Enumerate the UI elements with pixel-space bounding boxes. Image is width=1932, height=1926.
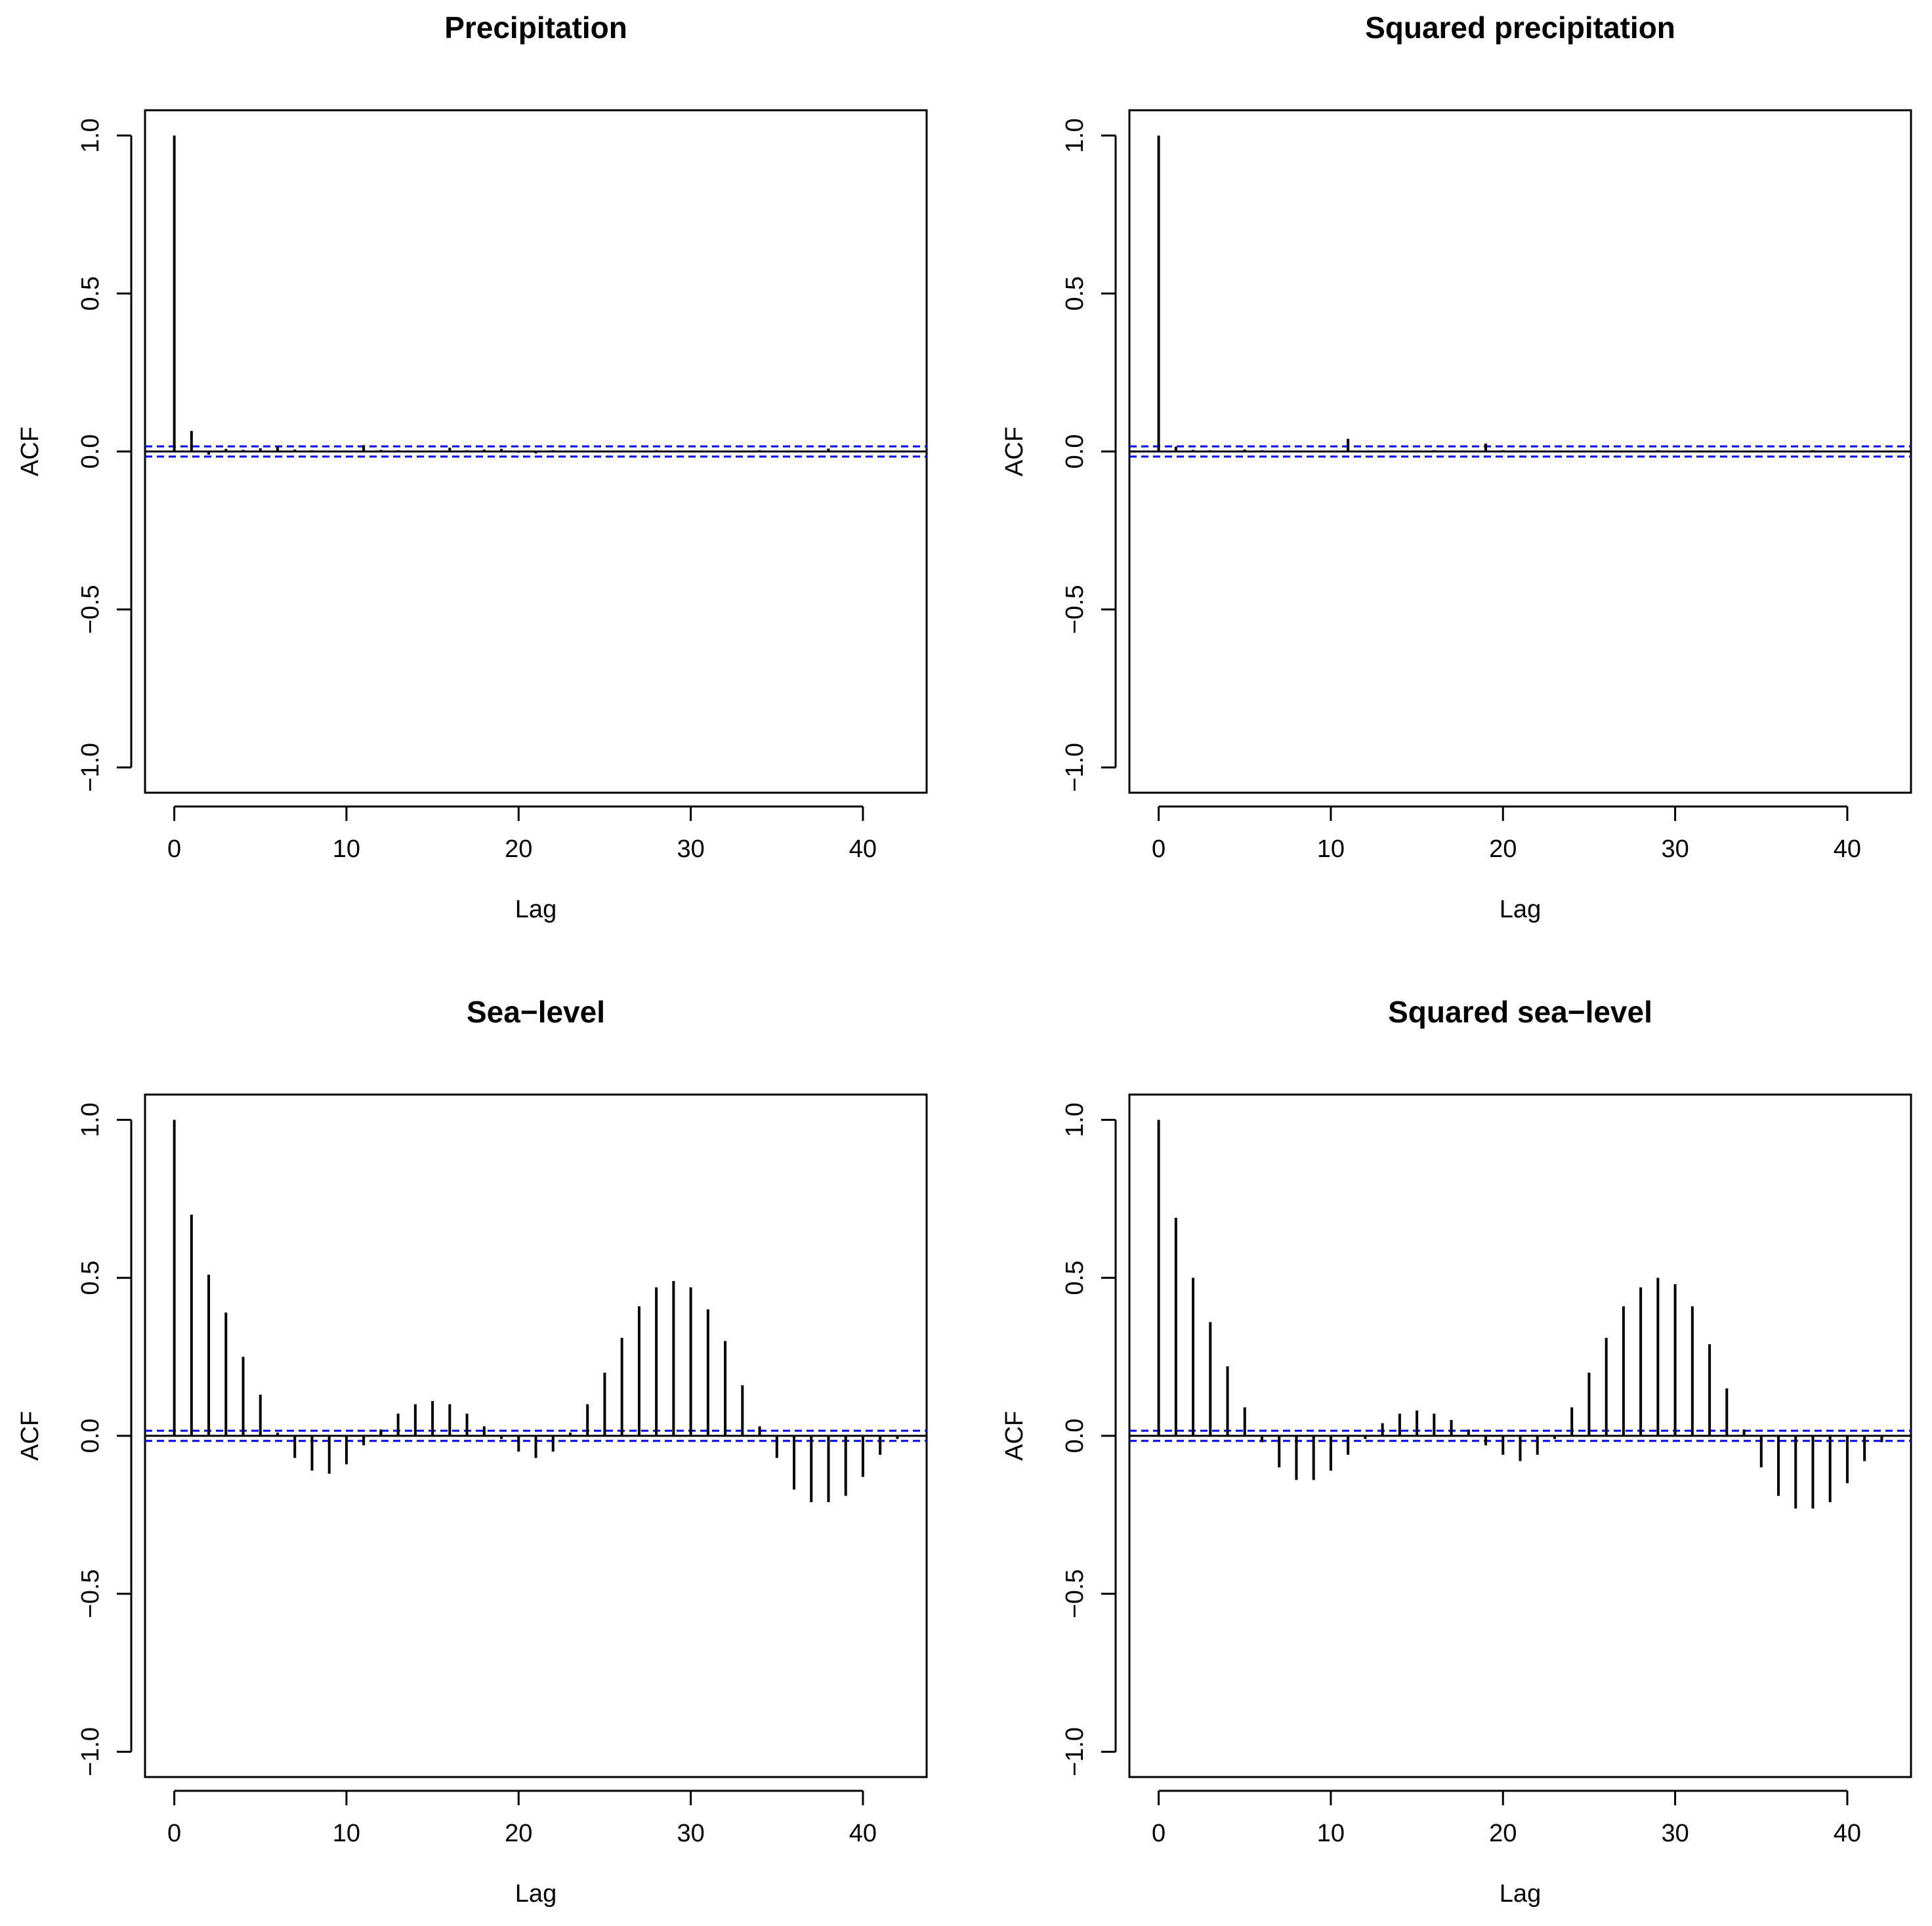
acf-panel-3: Sea−level 0 10 20 30 40 −1.0 −0.5 0.0 0.5 1.0 Lag AC… <box>16 995 928 1908</box>
y-tick-label: −0.5 <box>77 1569 104 1618</box>
y-tick-label: 1.0 <box>77 118 104 153</box>
x-tick-label: 10 <box>333 835 360 863</box>
y-tick-label: 0.5 <box>77 1261 104 1295</box>
x-tick-label: 20 <box>505 835 532 863</box>
y-tick-label: 0.0 <box>77 434 104 469</box>
y-tick-label: 0.0 <box>1061 434 1089 469</box>
y-tick-label: −0.5 <box>77 585 104 634</box>
y-tick-label: −0.5 <box>1061 1569 1089 1618</box>
acf-panel-4: Squared sea−level 0 10 20 30 40 −1.0 −0.5 0.0 0.5… <box>1001 995 1912 1908</box>
y-tick-label: 0.5 <box>1061 1261 1089 1295</box>
y-tick-label: 0.0 <box>77 1419 104 1454</box>
y-tick-label: 1.0 <box>77 1102 104 1137</box>
y-tick-label: 1.0 <box>1061 118 1089 153</box>
x-tick-label: 40 <box>1834 1820 1861 1847</box>
y-tick-label: −1.0 <box>1061 743 1089 792</box>
y-tick-label: −1.0 <box>77 1727 104 1776</box>
x-tick-label: 10 <box>1317 1820 1345 1847</box>
x-tick-label: 40 <box>1834 835 1861 863</box>
x-tick-label: 30 <box>677 835 704 863</box>
y-tick-label: 0.5 <box>1061 276 1089 311</box>
x-tick-label: 20 <box>505 1820 532 1847</box>
y-tick-label: 0.0 <box>1061 1419 1089 1454</box>
y-tick-label: −1.0 <box>1061 1727 1089 1776</box>
chart-title: Sea−level <box>467 995 605 1029</box>
acf-panel-1: Precipitation 0 10 20 30 40 −1.0 −0.5 0.0 0.5 1.0 L… <box>16 10 928 923</box>
chart-title: Squared precipitation <box>1365 10 1675 45</box>
x-tick-label: 0 <box>167 1820 181 1847</box>
y-tick-label: 0.5 <box>77 276 104 311</box>
x-tick-label: 20 <box>1489 835 1517 863</box>
y-tick-label: −0.5 <box>1061 585 1089 634</box>
y-axis-label: ACF <box>16 427 44 476</box>
x-tick-label: 30 <box>677 1820 704 1847</box>
x-tick-label: 40 <box>849 835 877 863</box>
x-tick-label: 10 <box>333 1820 360 1847</box>
y-axis-label: ACF <box>1001 427 1028 476</box>
x-tick-label: 10 <box>1317 835 1345 863</box>
chart-title: Precipitation <box>444 10 627 45</box>
x-tick-label: 30 <box>1661 1820 1689 1847</box>
y-axis-label: ACF <box>16 1411 44 1461</box>
x-axis-label: Lag <box>515 1880 556 1908</box>
acf-panel-2: Squared precipitation 0 10 20 30 40 −1.0 −0.5 0.… <box>1001 10 1912 923</box>
y-tick-label: −1.0 <box>77 743 104 792</box>
x-tick-label: 40 <box>849 1820 877 1847</box>
y-axis-label: ACF <box>1001 1411 1028 1461</box>
x-axis-label: Lag <box>1500 1880 1541 1908</box>
x-tick-label: 0 <box>1152 1820 1166 1847</box>
x-axis-label: Lag <box>515 896 556 923</box>
chart-title: Squared sea−level <box>1388 995 1652 1029</box>
x-tick-label: 30 <box>1661 835 1689 863</box>
x-axis-label: Lag <box>1500 896 1541 923</box>
y-tick-label: 1.0 <box>1061 1102 1089 1137</box>
x-tick-label: 20 <box>1489 1820 1517 1847</box>
x-tick-label: 0 <box>167 835 181 863</box>
x-tick-label: 0 <box>1152 835 1166 863</box>
